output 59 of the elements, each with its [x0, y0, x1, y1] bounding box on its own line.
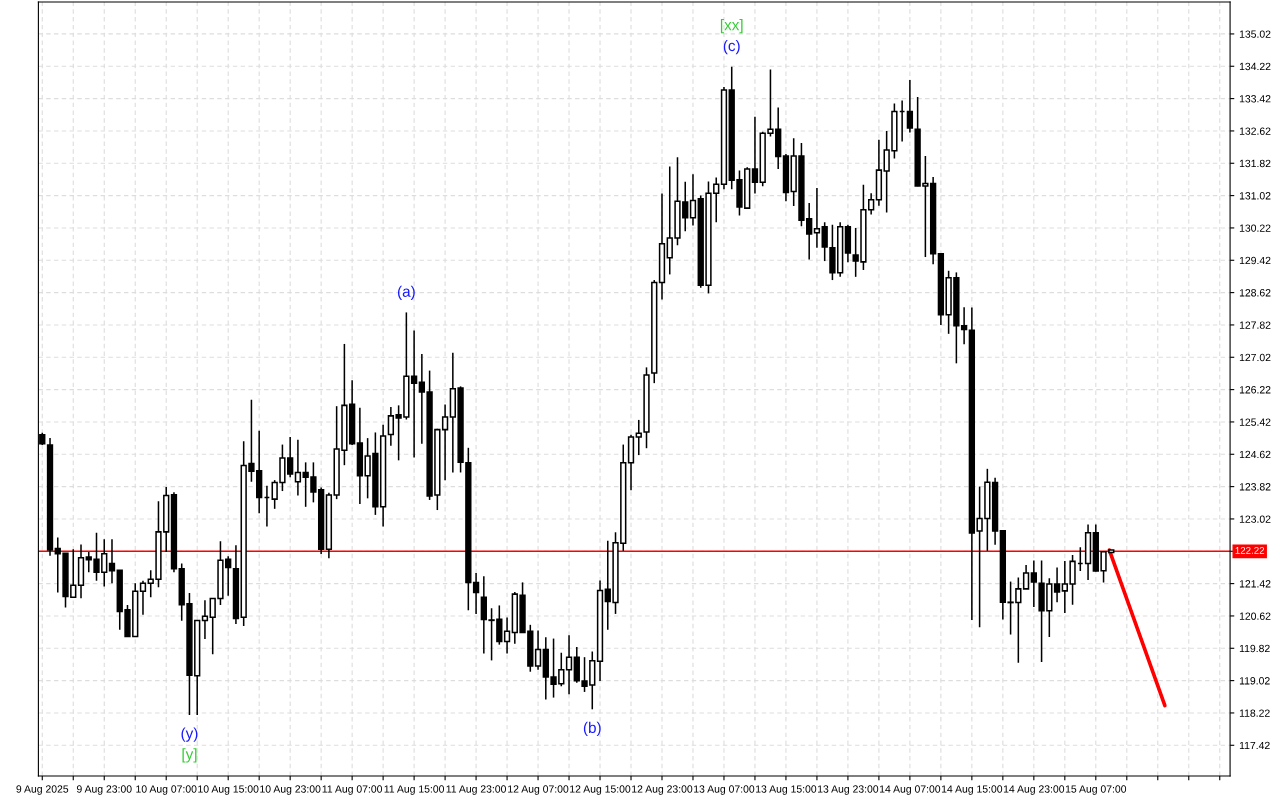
- y-tick-label: 135.02: [1239, 30, 1271, 38]
- x-tick-label: 13 Aug 15:00: [756, 785, 817, 795]
- x-tick-label: 15 Aug 07:00: [1065, 785, 1127, 795]
- annotation: (c): [723, 39, 740, 55]
- y-tick-label: 128.62: [1239, 289, 1271, 297]
- candlestick: [906, 79, 914, 134]
- y-tick-label: 117.42: [1239, 741, 1270, 750]
- annotation: [y]: [182, 748, 197, 763]
- annotation: (a): [397, 285, 415, 300]
- y-tick-label: 127.02: [1239, 353, 1271, 362]
- y-tick-label: 130.22: [1239, 224, 1271, 232]
- x-tick-label: 11 Aug 07:00: [322, 785, 383, 795]
- x-tick-label: 13 Aug 07:00: [694, 785, 755, 795]
- y-tick-label: 131.82: [1239, 159, 1271, 168]
- y-tick-label: 133.42: [1239, 95, 1271, 103]
- candlestick: [108, 538, 116, 584]
- y-tick-label: 125.42: [1239, 418, 1271, 426]
- y-tick-label: 118.22: [1239, 709, 1270, 717]
- candlestick: [751, 116, 759, 195]
- y-tick-label: 129.42: [1239, 256, 1271, 265]
- annotation: (y): [181, 727, 198, 742]
- candlestick: [813, 187, 821, 249]
- y-tick-label: 123.82: [1239, 483, 1271, 491]
- y-tick-label: 131.02: [1239, 192, 1271, 200]
- y-tick-label: 119.82: [1239, 644, 1270, 653]
- x-tick-label: 9 Aug 2025: [16, 785, 69, 795]
- x-tick-label: 11 Aug 23:00: [446, 785, 506, 795]
- y-tick-label: 121.42: [1239, 580, 1271, 588]
- x-tick-label: 10 Aug 15:00: [198, 785, 259, 795]
- x-tick-label: 12 Aug 23:00: [632, 785, 693, 795]
- x-tick-label: 14 Aug 07:00: [879, 785, 941, 795]
- candlestick: [201, 599, 209, 640]
- candlestick: [565, 634, 573, 696]
- y-tick-label: 120.62: [1239, 612, 1271, 620]
- x-tick-label: 10 Aug 23:00: [260, 785, 321, 795]
- x-tick-label: 14 Aug 15:00: [941, 785, 1003, 795]
- x-tick-label: 12 Aug 15:00: [570, 785, 631, 795]
- y-tick-label: 124.62: [1239, 450, 1271, 459]
- candlestick: [689, 173, 697, 227]
- candlestick: [1053, 566, 1061, 603]
- annotation: [xx]: [720, 19, 743, 34]
- ref-line-label: 122.22: [1235, 547, 1265, 554]
- y-tick-label: 126.22: [1239, 386, 1271, 394]
- x-tick-label: 14 Aug 23:00: [1003, 785, 1065, 795]
- y-tick-label: 134.22: [1239, 62, 1271, 71]
- x-tick-label: 9 Aug 23:00: [76, 785, 132, 795]
- candlestick: [503, 616, 511, 655]
- x-tick-label: 13 Aug 23:00: [818, 785, 879, 795]
- annotation: (b): [583, 721, 601, 737]
- x-tick-label: 11 Aug 15:00: [384, 785, 445, 795]
- candlestick: [534, 629, 542, 671]
- y-tick-label: 127.82: [1239, 321, 1271, 329]
- candlestick: [139, 580, 147, 616]
- x-tick-label: 12 Aug 07:00: [508, 785, 569, 795]
- x-tick-label: 10 Aug 07:00: [136, 785, 197, 795]
- y-tick-label: 119.02: [1239, 677, 1270, 685]
- candlestick: [472, 572, 480, 615]
- y-tick-label: 123.02: [1239, 515, 1271, 523]
- y-tick-label: 132.62: [1239, 127, 1271, 135]
